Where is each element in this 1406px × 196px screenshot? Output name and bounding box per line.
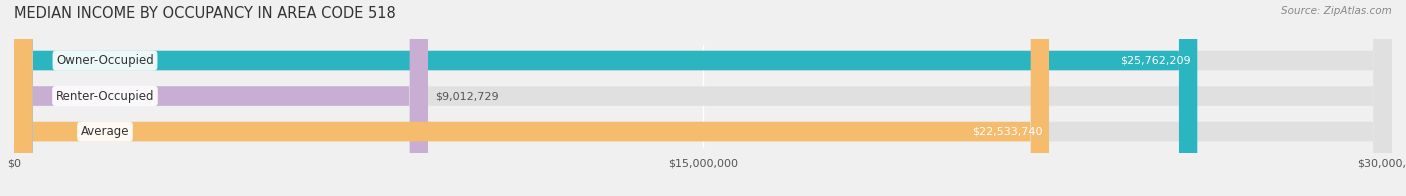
FancyBboxPatch shape: [14, 0, 1198, 196]
Text: $22,533,740: $22,533,740: [972, 127, 1042, 137]
Text: Average: Average: [80, 125, 129, 138]
FancyBboxPatch shape: [14, 0, 1049, 196]
Text: MEDIAN INCOME BY OCCUPANCY IN AREA CODE 518: MEDIAN INCOME BY OCCUPANCY IN AREA CODE …: [14, 6, 396, 21]
FancyBboxPatch shape: [14, 0, 1392, 196]
Text: Source: ZipAtlas.com: Source: ZipAtlas.com: [1281, 6, 1392, 16]
FancyBboxPatch shape: [14, 0, 427, 196]
FancyBboxPatch shape: [14, 0, 1392, 196]
Text: Renter-Occupied: Renter-Occupied: [56, 90, 155, 103]
Text: $25,762,209: $25,762,209: [1119, 55, 1191, 65]
Text: Owner-Occupied: Owner-Occupied: [56, 54, 153, 67]
Text: $9,012,729: $9,012,729: [434, 91, 499, 101]
FancyBboxPatch shape: [14, 0, 1392, 196]
